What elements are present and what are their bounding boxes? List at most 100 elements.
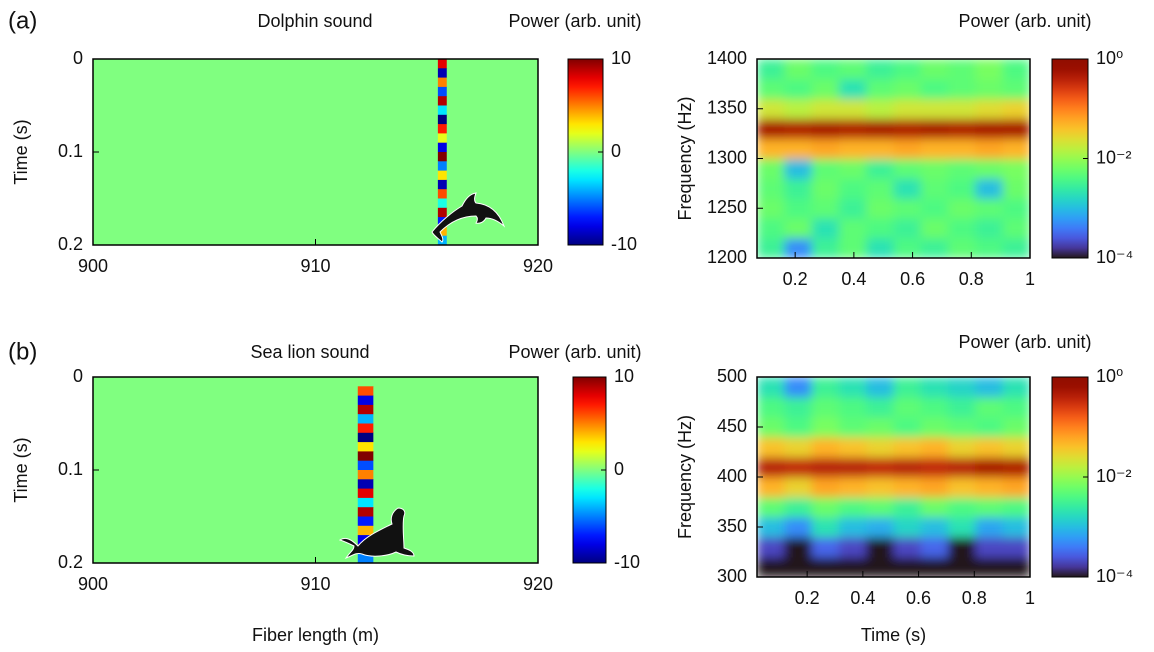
heatmap-cell <box>920 198 949 219</box>
heatmap-cell <box>838 457 867 478</box>
x-tick-label: 0.2 <box>795 588 820 608</box>
heatmap-cell <box>838 178 867 199</box>
panel: 900 910 920 0 0.1 0.2 Time (s) Dolphin sound (a)… <box>8 7 642 275</box>
heatmap-cell <box>948 437 976 458</box>
heatmap-cell <box>784 517 813 538</box>
heatmap-cell <box>373 488 538 499</box>
heatmap-cell <box>975 497 1004 518</box>
heatmap-cell <box>866 477 894 498</box>
heatmap-cell <box>93 142 439 153</box>
panel: 0.2 0.4 0.6 0.8 1 1200 1250 1300 1350 1400 Frequen… <box>675 11 1134 289</box>
heatmap-cell <box>357 395 374 406</box>
heatmap-cell <box>975 417 1004 438</box>
colorbar-tick-label: 10⁻⁴ <box>1096 566 1133 586</box>
heatmap-cell <box>948 178 976 199</box>
heatmap-cell <box>920 118 949 140</box>
heatmap-cell <box>373 470 538 480</box>
heatmap-cell <box>93 470 359 480</box>
heatmap-cell <box>975 457 1004 478</box>
heatmap-cell <box>757 557 785 577</box>
heatmap-cell <box>437 189 448 199</box>
heatmap-cell <box>866 178 894 199</box>
heatmap-cell <box>838 138 867 159</box>
heatmap-cell <box>893 78 922 100</box>
heatmap-cells <box>93 59 538 245</box>
x-tick-label: 0.4 <box>850 588 875 608</box>
heatmap-cell <box>838 537 867 558</box>
heatmap-cell <box>1002 537 1030 558</box>
heatmap-cell <box>1002 78 1030 100</box>
colorbar <box>572 376 607 564</box>
heatmap-cell <box>437 114 448 125</box>
heatmap-cell <box>1002 437 1030 458</box>
heatmap-cell <box>920 557 949 577</box>
heatmap-cell <box>93 488 359 499</box>
heatmap-cell <box>446 59 538 69</box>
heatmap-cell <box>357 553 374 563</box>
heatmap-cell <box>437 152 448 162</box>
heatmap-cell <box>838 198 867 219</box>
heatmap-cell <box>975 98 1004 120</box>
heatmap-cell <box>93 442 359 452</box>
heatmap-cell <box>1002 477 1030 498</box>
heatmap-cell <box>811 238 840 258</box>
heatmap-cell <box>437 226 448 237</box>
x-tick-label: 910 <box>300 574 330 594</box>
heatmap-cell <box>920 98 949 120</box>
heatmap-cell <box>784 158 813 179</box>
heatmap-cell <box>893 477 922 498</box>
panel-label: (b) <box>8 338 37 365</box>
heatmap-cell <box>757 138 785 159</box>
heatmap-cell <box>975 557 1004 577</box>
heatmap-cell <box>357 479 374 490</box>
heatmap-cell <box>373 432 538 443</box>
heatmap-cell <box>357 470 374 480</box>
heatmap-cell <box>446 170 538 181</box>
heatmap-cell <box>757 417 785 438</box>
colorbar-label: Power (arb. unit) <box>508 342 641 362</box>
heatmap-cell <box>446 77 538 88</box>
heatmap-cell <box>93 189 439 199</box>
heatmap-cell <box>446 105 538 116</box>
heatmap-cell <box>93 124 439 134</box>
heatmap-cell <box>757 437 785 458</box>
heatmap-cell <box>93 179 439 190</box>
heatmap-cell <box>893 118 922 140</box>
heatmap-cell <box>357 488 374 499</box>
heatmap-cell <box>920 477 949 498</box>
heatmap-cell <box>784 238 813 258</box>
heatmap-cell <box>93 507 359 517</box>
heatmap-cell <box>93 497 359 508</box>
heatmap-cell <box>93 451 359 462</box>
heatmap-cell <box>93 235 439 245</box>
heatmap-cell <box>811 138 840 159</box>
heatmap-cell <box>920 218 949 239</box>
y-tick-label: 0 <box>73 366 83 386</box>
x-tick-label: 1 <box>1025 269 1035 289</box>
heatmap-cell <box>811 59 840 80</box>
heatmap-cell <box>866 457 894 478</box>
y-tick-label: 300 <box>717 566 747 586</box>
heatmap-cell <box>811 78 840 100</box>
heatmap-cell <box>784 78 813 100</box>
x-tick-label: 0.8 <box>959 269 984 289</box>
heatmap-cell <box>93 395 359 406</box>
heatmap-cell <box>357 377 374 387</box>
heatmap-cell <box>920 517 949 538</box>
heatmap-cell <box>893 537 922 558</box>
heatmap-cell <box>920 457 949 478</box>
heatmap-cell <box>757 397 785 418</box>
heatmap-cell <box>893 178 922 199</box>
heatmap-cell <box>437 124 448 134</box>
heatmap-cell <box>893 397 922 418</box>
heatmap-cell <box>93 161 439 172</box>
heatmap-cell <box>1002 158 1030 179</box>
heatmap-cell <box>437 59 448 69</box>
heatmap-cell <box>1002 377 1030 398</box>
heatmap-cell <box>811 537 840 558</box>
chart-title: Dolphin sound <box>257 11 372 31</box>
heatmap-cell <box>866 198 894 219</box>
heatmap-cell <box>757 218 785 239</box>
heatmap-cell <box>757 78 785 100</box>
heatmap-cell <box>373 507 538 517</box>
